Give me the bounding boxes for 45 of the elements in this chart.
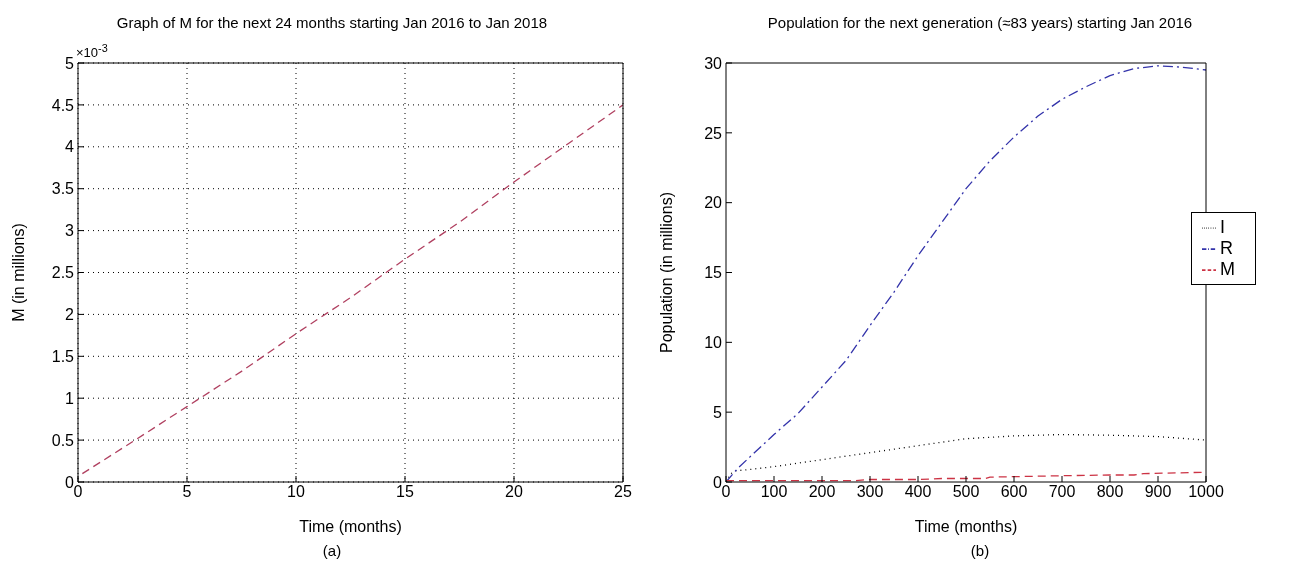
- y-tick-label: 5: [65, 54, 75, 72]
- y-tick-label: 3: [65, 222, 75, 240]
- chart-title: Graph of M for the next 24 months starting Jan 2016 to Jan 2018: [115, 13, 549, 33]
- x-tick-label: 200: [808, 483, 836, 501]
- x-tick-label: 600: [1000, 483, 1028, 501]
- y-tick-label: 10: [704, 334, 723, 352]
- legend-label: M: [1220, 259, 1235, 279]
- line-series: [726, 65, 1206, 482]
- x-tick-label: 800: [1096, 483, 1124, 501]
- y-tick-label: 25: [704, 124, 723, 142]
- x-tick-label: 100: [760, 483, 788, 501]
- text: ×10$^{-3}$: [76, 42, 108, 61]
- y-tick-label: 2: [65, 306, 75, 324]
- y-axis-title: Population (in millions): [657, 192, 675, 353]
- legend-label: I: [1220, 217, 1226, 237]
- x-tick-label: 400: [904, 483, 932, 501]
- y-tick-label: 5: [713, 403, 723, 421]
- y-tick-label: 4: [65, 138, 75, 156]
- x-tick-label: 10: [287, 483, 305, 501]
- x-tick-label: 1000: [1188, 483, 1224, 501]
- x-tick-label: 900: [1144, 483, 1172, 501]
- line-series: [81, 104, 623, 475]
- x-tick-label: 5: [182, 483, 192, 501]
- x-tick-label: 700: [1048, 483, 1076, 501]
- legend-label: R: [1220, 238, 1233, 258]
- y-tick-label: 4.5: [51, 96, 75, 114]
- x-axis-title: Time (months): [914, 518, 1018, 535]
- x-tick-label: 20: [505, 483, 523, 501]
- text: (b): [969, 542, 991, 559]
- y-tick-label: 1.5: [51, 347, 75, 365]
- x-tick-label: 500: [952, 483, 980, 501]
- chart-title: Population for the next generation (≈83 years) starting Jan 2016: [766, 13, 1194, 33]
- x-tick-label: 25: [614, 483, 632, 501]
- x-axis-title: Time (months): [299, 518, 402, 535]
- x-tick-label: 15: [396, 483, 414, 501]
- x-tick-label: 300: [856, 483, 884, 501]
- y-tick-label: 0.5: [51, 431, 75, 449]
- y-tick-label: 1: [65, 389, 75, 407]
- y-tick-label: 20: [704, 194, 723, 212]
- y-tick-label: 15: [704, 264, 723, 282]
- y-tick-label: 3.5: [51, 180, 75, 198]
- y-tick-label: 2.5: [51, 264, 75, 282]
- y-axis-title: M (in millions): [9, 223, 27, 322]
- y-tick-label: 30: [704, 54, 723, 72]
- text: (a): [321, 542, 343, 559]
